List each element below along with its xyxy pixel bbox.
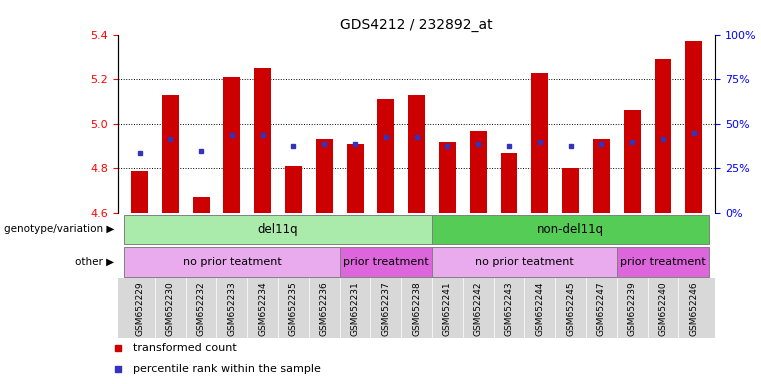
Text: transformed count: transformed count — [133, 343, 237, 353]
Text: GSM652246: GSM652246 — [689, 281, 699, 336]
Bar — [254, 68, 271, 213]
Text: GSM652236: GSM652236 — [320, 281, 329, 336]
Bar — [470, 131, 487, 213]
Text: GSM652241: GSM652241 — [443, 281, 452, 336]
Text: GSM652244: GSM652244 — [535, 281, 544, 336]
Text: GSM652245: GSM652245 — [566, 281, 575, 336]
Bar — [285, 166, 302, 213]
Bar — [124, 215, 432, 244]
Text: GSM652233: GSM652233 — [228, 281, 237, 336]
Text: GSM652239: GSM652239 — [628, 281, 637, 336]
Bar — [224, 77, 240, 213]
Text: GSM652240: GSM652240 — [658, 281, 667, 336]
Bar — [131, 171, 148, 213]
Text: no prior teatment: no prior teatment — [183, 257, 282, 267]
Text: other ▶: other ▶ — [75, 257, 114, 267]
Bar — [162, 95, 179, 213]
Text: GSM652230: GSM652230 — [166, 281, 175, 336]
Text: GSM652237: GSM652237 — [381, 281, 390, 336]
Text: GSM652234: GSM652234 — [258, 281, 267, 336]
Text: prior treatment: prior treatment — [620, 257, 706, 267]
Text: genotype/variation ▶: genotype/variation ▶ — [4, 224, 114, 235]
Bar — [124, 247, 339, 277]
Bar — [316, 139, 333, 213]
Text: GSM652238: GSM652238 — [412, 281, 421, 336]
Bar — [593, 139, 610, 213]
Bar — [432, 215, 709, 244]
Text: GSM652235: GSM652235 — [289, 281, 298, 336]
Bar — [654, 59, 671, 213]
Bar — [501, 153, 517, 213]
Text: percentile rank within the sample: percentile rank within the sample — [133, 364, 321, 374]
Bar — [624, 111, 641, 213]
Bar — [346, 144, 364, 213]
Title: GDS4212 / 232892_at: GDS4212 / 232892_at — [340, 18, 493, 32]
Text: no prior teatment: no prior teatment — [475, 257, 574, 267]
Text: GSM652232: GSM652232 — [196, 281, 205, 336]
Bar — [408, 95, 425, 213]
Bar — [686, 41, 702, 213]
Bar — [193, 197, 209, 213]
Text: GSM652243: GSM652243 — [505, 281, 514, 336]
Bar — [617, 247, 709, 277]
Text: GSM652229: GSM652229 — [135, 281, 144, 336]
Bar — [377, 99, 394, 213]
Bar — [439, 142, 456, 213]
Bar — [531, 73, 548, 213]
Text: del11q: del11q — [258, 223, 298, 236]
Text: GSM652247: GSM652247 — [597, 281, 606, 336]
Bar — [562, 169, 579, 213]
Text: GSM652242: GSM652242 — [474, 281, 482, 336]
Bar — [339, 247, 432, 277]
Text: GSM652231: GSM652231 — [351, 281, 359, 336]
Text: non-del11q: non-del11q — [537, 223, 604, 236]
Bar — [432, 247, 617, 277]
Text: prior treatment: prior treatment — [343, 257, 428, 267]
